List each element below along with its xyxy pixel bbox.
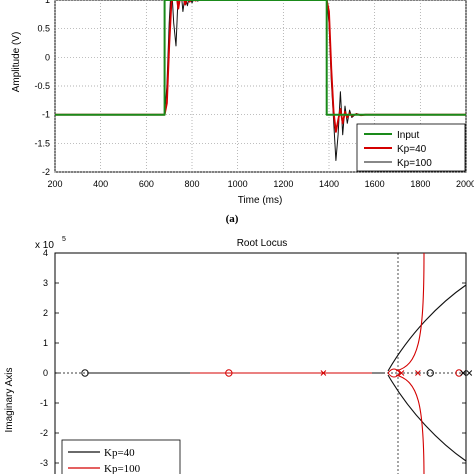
- y-tick-label: -3: [40, 458, 48, 468]
- plot-b-title: Root Locus: [237, 238, 288, 249]
- series-line-2: [55, 0, 466, 161]
- plot-b-exponent-label: x 10: [35, 240, 54, 251]
- legend-a-label-kp40: Kp=40: [397, 144, 427, 155]
- y-tick-label: 3: [43, 278, 48, 288]
- plot-b-ylabel: Imaginary Axis: [4, 367, 15, 432]
- y-tick-label: 2: [43, 308, 48, 318]
- plot-a-y-ticks: 1 0.5 0 -0.5 -1 -1.5 -2: [34, 0, 50, 177]
- zero-marker: [225, 369, 233, 377]
- y-tick-label: 1: [43, 338, 48, 348]
- y-tick-label: -1: [40, 398, 48, 408]
- pole-marker: [415, 370, 421, 376]
- plot-a-x-ticks: 200 400 600 800 1000 1200 1400 1600 1800 2000: [47, 179, 474, 189]
- pole-marker: [398, 370, 405, 376]
- plot-a-xlabel: Time (ms): [238, 195, 283, 206]
- x-tick-label: 200: [47, 179, 62, 189]
- pole-marker: [320, 370, 327, 376]
- plot-b-y-ticks: 4 3 2 1 0 -1 -2 -3: [40, 248, 466, 468]
- x-tick-label: 400: [93, 179, 108, 189]
- x-tick-label: 2000: [456, 179, 474, 189]
- pole-marker: [466, 370, 473, 376]
- y-tick-label: -2: [42, 167, 50, 177]
- x-tick-label: 1800: [410, 179, 430, 189]
- legend-b-label-kp100: Kp=100: [104, 463, 141, 474]
- y-tick-label: 0.5: [37, 24, 50, 34]
- y-tick-label: 1: [45, 0, 50, 5]
- y-tick-label: -1.5: [34, 138, 50, 148]
- y-tick-label: 4: [43, 248, 48, 258]
- legend-a-label-input: Input: [397, 130, 419, 141]
- locus-branch-black-upper: [387, 284, 467, 372]
- series-line-0: [55, 0, 466, 116]
- x-tick-label: 1400: [319, 179, 339, 189]
- plot-b-exponent: 5: [62, 236, 66, 243]
- y-tick-label: 0: [43, 368, 48, 378]
- plot-a-ylabel: Amplitude (V): [11, 32, 22, 93]
- plot-b-loci: [55, 252, 467, 474]
- zero-marker: [81, 369, 89, 377]
- plot-b-poles-zeros: [81, 369, 473, 377]
- plot-b-frame: [54, 252, 467, 474]
- locus-branch-red-upper: [395, 252, 425, 372]
- panel-a: 200 400 600 800 1000 1200 1400 1600 1800 2000 1 0.…: [11, 0, 474, 225]
- x-tick-label: 600: [139, 179, 154, 189]
- y-tick-label: 0: [45, 52, 50, 62]
- locus-loop-red: [387, 368, 401, 378]
- y-tick-label: -1: [42, 110, 50, 120]
- legend-a-label-kp100: Kp=100: [397, 158, 432, 169]
- x-tick-label: 1000: [228, 179, 248, 189]
- plot-a-legend: Input Kp=40 Kp=100: [356, 123, 466, 172]
- legend-a-box: [356, 123, 466, 172]
- y-tick-label: -0.5: [34, 81, 50, 91]
- legend-b-label-kp40: Kp=40: [104, 447, 135, 459]
- y-tick-label: -2: [40, 428, 48, 438]
- x-tick-label: 1600: [365, 179, 385, 189]
- locus-branch-red-lower: [395, 374, 425, 474]
- plot-a-caption: (a): [226, 213, 239, 225]
- plot-a-series: [55, 0, 466, 161]
- locus-branch-black-lower: [387, 374, 467, 462]
- x-tick-label: 1200: [273, 179, 293, 189]
- x-tick-label: 800: [184, 179, 199, 189]
- panel-b: Root Locus x 10 5 4 3 2 1 0 -1 -2 -3 Imaginary …: [4, 236, 473, 474]
- plot-b-legend: Kp=40 Kp=100: [61, 439, 181, 474]
- zero-marker: [426, 369, 434, 377]
